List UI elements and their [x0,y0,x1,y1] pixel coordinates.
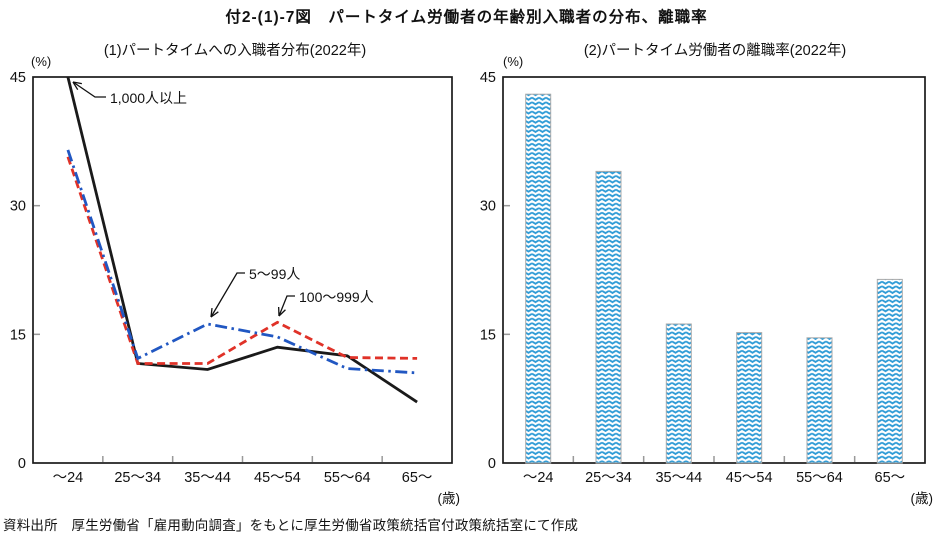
annotation-arrowhead-size-5-99 [210,307,213,318]
line-chart-axes: 0 15 30 45 ～24 25～34 35～44 45～54 55～64 65～ [10,70,453,486]
annotation-size-5-99: 5～99人 [210,266,300,318]
line-chart-subtitle: (1)パートタイムへの入職者分布(2022年) [103,43,367,59]
line-chart-category-label: 25～34 [114,470,161,486]
bar-chart-category-label: 45～54 [726,470,773,486]
bar-25～34 [595,170,622,464]
annotation-label-size-5-99: 5～99人 [249,266,300,282]
bar-chart-axes: 0 15 30 45 ～24 25～34 35～44 45～54 55～64 65～ [480,70,926,486]
series-line-size-1000-plus [66,76,418,404]
series-line-size-100-999 [66,156,418,365]
line-chart-ytick-label: 45 [10,70,26,86]
bar-chart-category-label: 55～64 [796,470,843,486]
line-chart-age-unit: (歳) [437,491,461,506]
annotation-arrowhead-size-5-99 [210,311,219,318]
line-chart-percent-label: (%) [31,54,52,69]
bar-chart-category-label: 65～ [875,470,906,486]
bar-65～ [876,278,903,464]
bar-chart-subtitle: (2)パートタイム労働者の離職率(2022年) [583,43,847,59]
figure-title: 付2-(1)-7図 パートタイム労働者の年齢別入職者の分布、離職率 [225,9,708,26]
bar-～24 [525,93,552,464]
bar-45～54 [736,332,763,464]
bar-chart-ytick-label: 30 [480,199,496,215]
annotation-arrowhead-size-1000-plus [72,81,82,85]
source-note: 資料出所 厚生労働省「雇用動向調査」をもとに厚生労働省政策統括官付政策統括室にて… [3,518,579,533]
annotation-label-size-100-999: 100～999人 [299,289,374,305]
annotation-leader-size-100-999 [278,295,295,317]
bar-chart-category-label: 35～44 [655,470,702,486]
annotation-leader-size-1000-plus [72,81,106,98]
bar-chart-ytick-label: 45 [480,70,496,86]
line-chart-category-label: ～24 [53,470,84,486]
line-chart-ytick-label: 15 [10,327,26,343]
line-chart-ytick-label: 0 [18,456,26,472]
bar-chart-percent-label: (%) [503,54,524,69]
bar-chart-category-label: ～24 [523,470,554,486]
line-chart-category-label: 45～54 [254,470,301,486]
bar-chart-category-label: 25～34 [585,470,632,486]
bar-chart-ytick-label: 0 [488,456,496,472]
series-line-size-5-99 [66,149,418,375]
annotation-arrowhead-size-1000-plus [72,81,79,91]
annotation-size-100-999: 100～999人 [277,289,374,317]
annotation-size-1000-plus: 1,000人以上 [72,81,187,106]
bar-55～64 [806,337,833,464]
bar-chart-ytick-label: 15 [480,327,496,343]
annotation-arrowhead-size-100-999 [278,309,286,317]
line-chart-category-label: 35～44 [184,470,231,486]
line-chart-frame [32,76,453,464]
line-chart-category-label: 55～64 [324,470,371,486]
bar-chart-age-unit: (歳) [910,491,933,506]
annotation-label-size-1000-plus: 1,000人以上 [110,90,187,106]
bar-chart-frame [502,76,926,464]
bar-35～44 [665,323,692,464]
line-chart-ytick-label: 30 [10,199,26,215]
annotation-leader-size-5-99 [210,272,245,318]
line-chart-category-label: 65～ [402,470,433,486]
